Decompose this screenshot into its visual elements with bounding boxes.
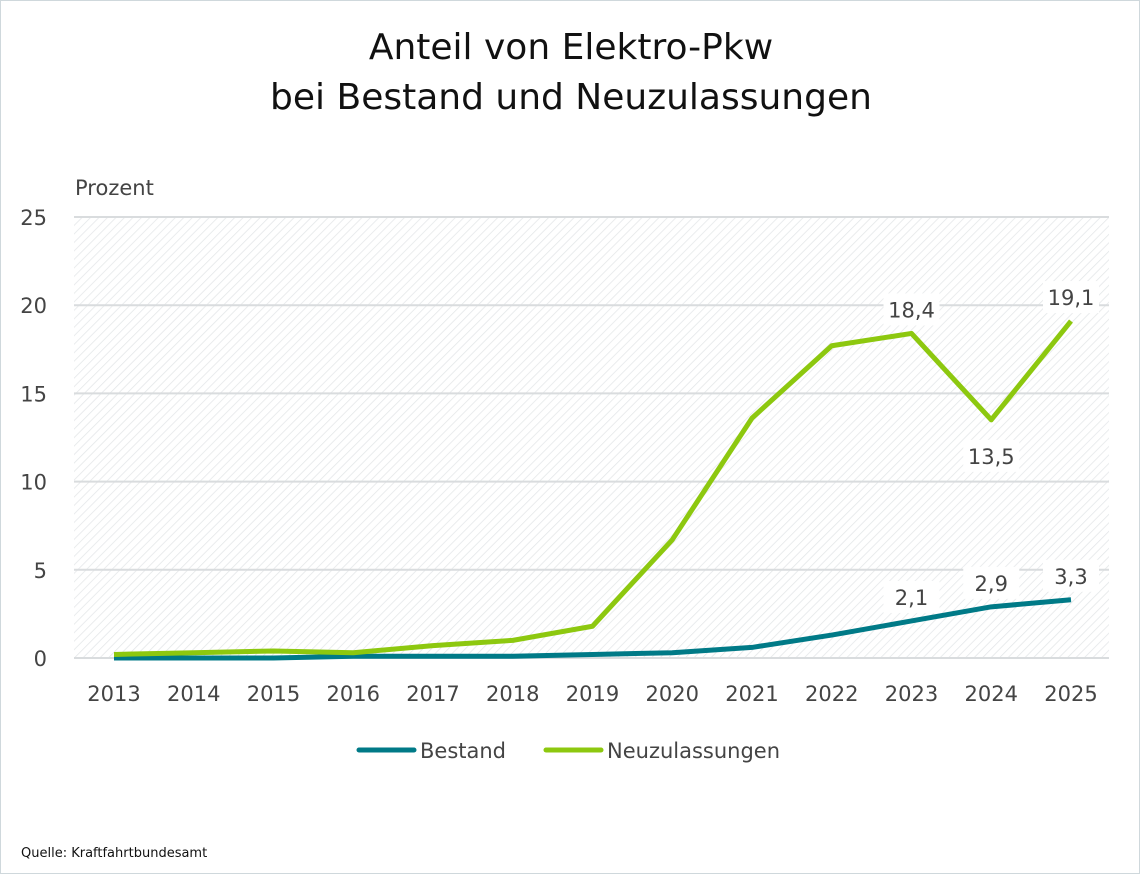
legend-label: Neuzulassungen (607, 739, 780, 763)
series-line-neuzulassungen (113, 319, 1073, 657)
y-axis-label: Prozent (75, 176, 154, 200)
x-tick-label: 2024 (965, 682, 1018, 706)
y-tick-label: 0 (34, 647, 47, 671)
data-label: 18,4 (888, 298, 935, 322)
x-tick-label: 2013 (87, 682, 140, 706)
x-tick-label: 2015 (247, 682, 300, 706)
data-label: 13,5 (968, 445, 1015, 469)
x-tick-label: 2014 (167, 682, 220, 706)
legend-label: Bestand (420, 739, 506, 763)
data-label-bg (963, 439, 1020, 472)
y-tick-label: 5 (34, 559, 47, 583)
series-line-bestand (114, 597, 1072, 661)
data-label: 3,3 (1054, 565, 1087, 589)
y-tick-label: 25 (20, 206, 47, 230)
title-line-1: Anteil von Elektro-Pkw (368, 27, 774, 68)
chart-title: Anteil von Elektro-Pkw bei Bestand und N… (1, 23, 1139, 123)
data-label: 19,1 (1048, 286, 1095, 310)
x-tick-label: 2018 (486, 682, 539, 706)
plot-area (74, 217, 1109, 658)
title-line-2: bei Bestand und Neuzulassungen (270, 77, 872, 118)
x-tick-label: 2020 (646, 682, 699, 706)
y-tick-label: 15 (20, 382, 47, 406)
data-label-bg (883, 580, 940, 613)
x-tick-label: 2021 (725, 682, 778, 706)
data-label: 2,1 (895, 586, 928, 610)
y-tick-label: 20 (20, 294, 47, 318)
x-tick-label: 2017 (406, 682, 459, 706)
data-label-bg (963, 566, 1020, 599)
x-tick-label: 2016 (327, 682, 380, 706)
data-label-bg (1043, 559, 1099, 592)
data-label-bg (1043, 281, 1099, 314)
x-tick-label: 2025 (1044, 682, 1097, 706)
x-tick-label: 2019 (566, 682, 619, 706)
source-note: Quelle: Kraftfahrtbundesamt (21, 846, 208, 861)
y-tick-label: 10 (20, 471, 47, 495)
data-label-bg (883, 293, 940, 326)
x-tick-label: 2023 (885, 682, 938, 706)
x-tick-label: 2022 (805, 682, 858, 706)
data-label: 2,9 (975, 572, 1008, 596)
